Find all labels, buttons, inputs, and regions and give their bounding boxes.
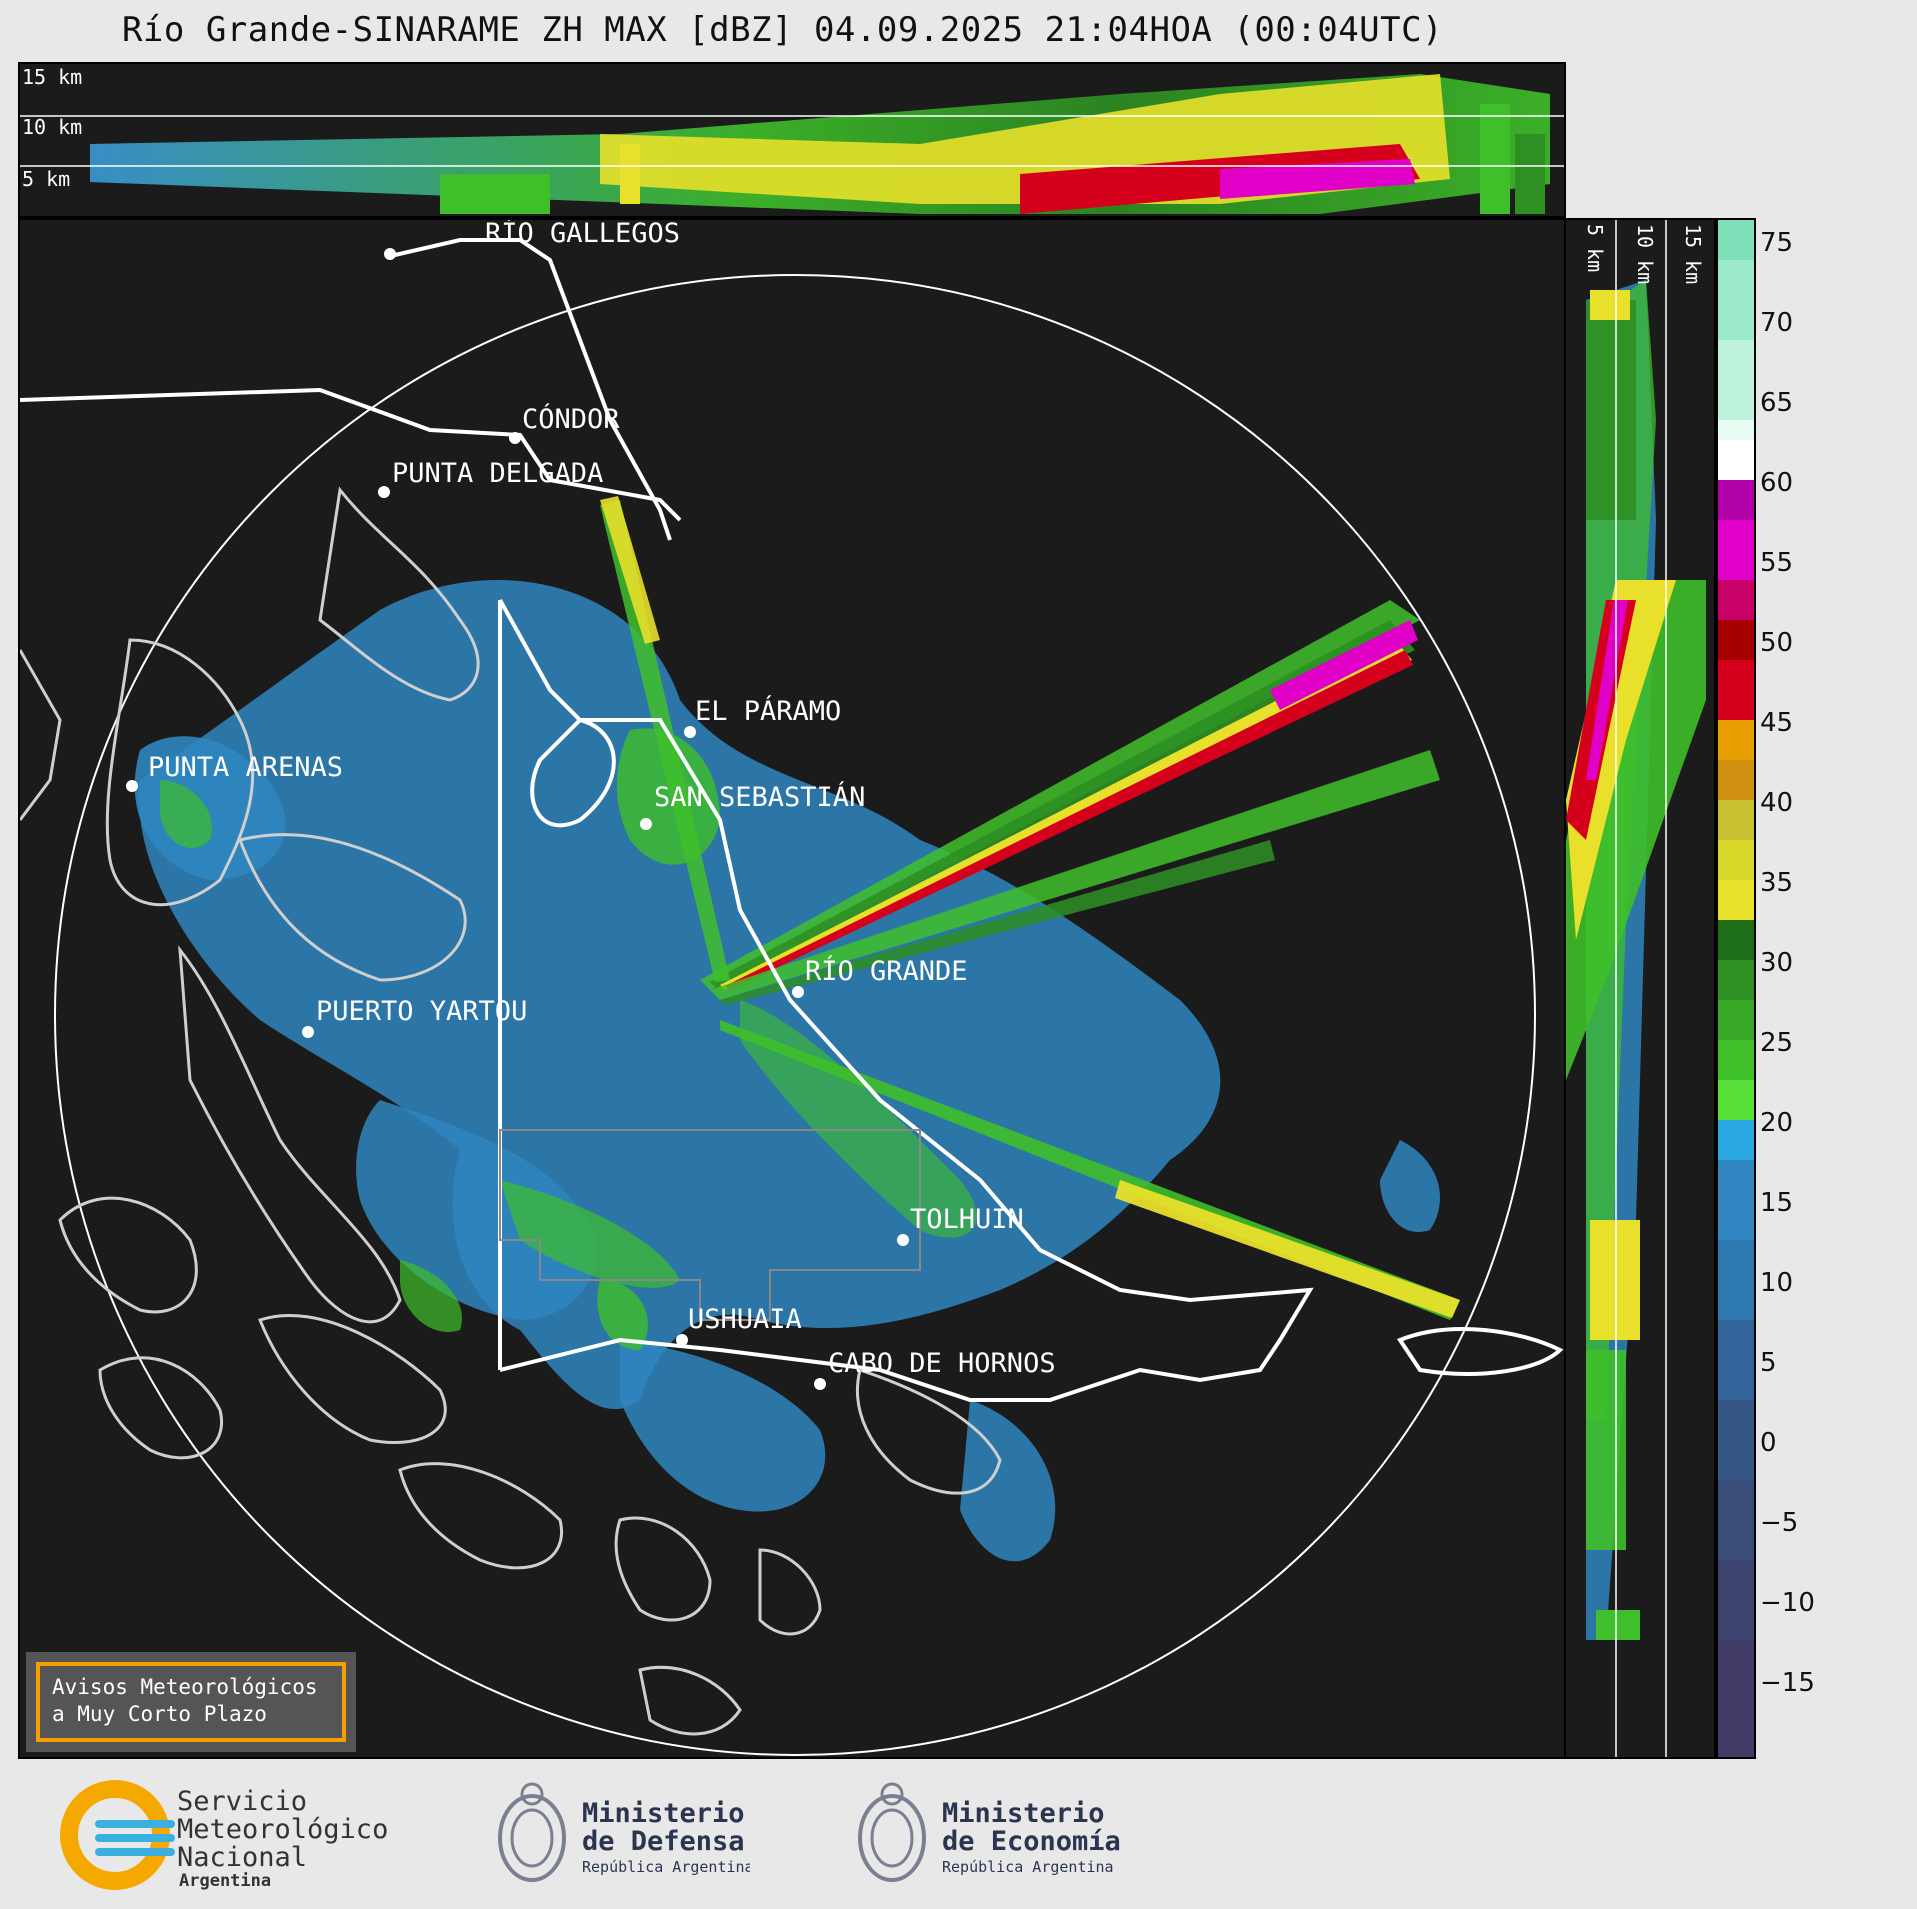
badge-line-2: a Muy Corto Plazo (52, 1702, 267, 1726)
colorbar-tick: 10 (1760, 1268, 1794, 1298)
city-label-el-paramo: EL PÁRAMO (695, 695, 841, 727)
colorbar-tick: 5 (1760, 1348, 1777, 1378)
colorbar-tick: 45 (1760, 708, 1794, 738)
top-profile-svg: 15 km 10 km 5 km (20, 65, 1564, 214)
colorbar-svg (1718, 220, 1754, 1757)
defensa-line-1: Ministerio (582, 1798, 745, 1829)
side-profile-svg: 5 km 10 km 15 km (1566, 220, 1706, 1757)
coastline-secondary (20, 486, 1002, 1736)
province-box (499, 1129, 921, 1321)
city-label-rio-grande: RÍO GRANDE (805, 955, 968, 987)
colorbar-tick: −10 (1760, 1588, 1815, 1618)
smn-line-2: Meteorológico (177, 1814, 388, 1845)
defensa-line-2: de Defensa (582, 1826, 745, 1857)
colorbar-tick: 70 (1760, 308, 1794, 338)
top-height-label-10: 10 km (22, 115, 82, 139)
city-label-condor: CÓNDOR (522, 403, 620, 435)
colorbar-tick: 25 (1760, 1028, 1794, 1058)
radar-map: RÍO GALLEGOS CÓNDOR PUNTA DELGADA EL PÁR… (18, 218, 1566, 1759)
top-height-profile: 15 km 10 km 5 km (18, 62, 1566, 218)
city-markers (126, 248, 909, 1390)
city-label-rio-gallegos: RÍO GALLEGOS (485, 220, 680, 249)
colorbar-tick: 65 (1760, 388, 1794, 418)
side-profile-echoes (1566, 280, 1706, 1640)
colorbar-tick: 15 (1760, 1188, 1794, 1218)
smn-logo: Servicio Meteorológico Nacional Argentin… (55, 1780, 395, 1891)
city-label-ushuaia: USHUAIA (688, 1304, 802, 1335)
economia-logo-svg: Ministerio de Economía República Argenti… (858, 1782, 1121, 1882)
colorbar-tick: 75 (1760, 228, 1794, 258)
alert-badge: Avisos Meteorológicos a Muy Corto Plazo (26, 1652, 356, 1752)
colorbar-tick: 35 (1760, 868, 1794, 898)
echo-spokes (600, 496, 1460, 1320)
colorbar-tick: 50 (1760, 628, 1794, 658)
economia-line-1: Ministerio (942, 1798, 1105, 1829)
city-label-puerto-yartou: PUERTO YARTOU (316, 996, 527, 1027)
colorbar-tick: 20 (1760, 1108, 1794, 1138)
smn-line-1: Servicio (177, 1786, 307, 1817)
map-title: Río Grande-SINARAME ZH MAX [dBZ] 04.09.2… (121, 10, 1444, 50)
reflectivity-colorbar (1716, 218, 1756, 1759)
city-label-san-sebastian: SAN SEBASTIÁN (654, 781, 865, 813)
colorbar-tick: 60 (1760, 468, 1794, 498)
ministerio-economia-logo: Ministerio de Economía República Argenti… (850, 1780, 1130, 1890)
economia-line-2: de Economía (942, 1826, 1121, 1857)
colorbar-tick: 30 (1760, 948, 1794, 978)
city-label-cabo-de-hornos: CABO DE HORNOS (828, 1348, 1056, 1379)
colorbar-tick: 0 (1760, 1428, 1777, 1458)
colorbar-tick: 55 (1760, 548, 1794, 578)
ministerio-defensa-logo: Ministerio de Defensa República Argentin… (490, 1780, 754, 1890)
top-profile-echoes (90, 74, 1550, 214)
smn-line-4: Argentina (179, 1871, 271, 1890)
smn-line-3: Nacional (177, 1842, 307, 1873)
badge-line-1: Avisos Meteorológicos (52, 1675, 318, 1699)
smn-logo-svg: Servicio Meteorológico Nacional Argentin… (60, 1780, 388, 1891)
side-height-label-5: 5 km (1583, 224, 1607, 272)
side-height-label-10: 10 km (1633, 224, 1657, 284)
colorbar-tick: 40 (1760, 788, 1794, 818)
colorbar-tick: −15 (1760, 1668, 1815, 1698)
city-label-punta-delgada: PUNTA DELGADA (392, 458, 603, 489)
colorbar-tick: −5 (1760, 1508, 1799, 1538)
top-height-label-5: 5 km (22, 167, 70, 191)
top-height-label-15: 15 km (22, 65, 82, 89)
radar-map-svg: RÍO GALLEGOS CÓNDOR PUNTA DELGADA EL PÁR… (20, 220, 1564, 1756)
defensa-line-3: República Argentina (582, 1858, 750, 1876)
city-label-tolhuin: TOLHUIN (910, 1204, 1024, 1235)
defensa-logo-svg: Ministerio de Defensa República Argentin… (498, 1782, 754, 1882)
radar-range-ring (54, 274, 1536, 1756)
economia-line-3: República Argentina (942, 1858, 1114, 1876)
side-height-label-15: 15 km (1681, 224, 1705, 284)
coastline-main (20, 238, 1564, 1402)
side-height-profile: 5 km 10 km 15 km (1564, 218, 1716, 1759)
city-label-punta-arenas: PUNTA ARENAS (148, 752, 343, 783)
city-labels: RÍO GALLEGOS CÓNDOR PUNTA DELGADA EL PÁR… (148, 220, 1056, 1379)
